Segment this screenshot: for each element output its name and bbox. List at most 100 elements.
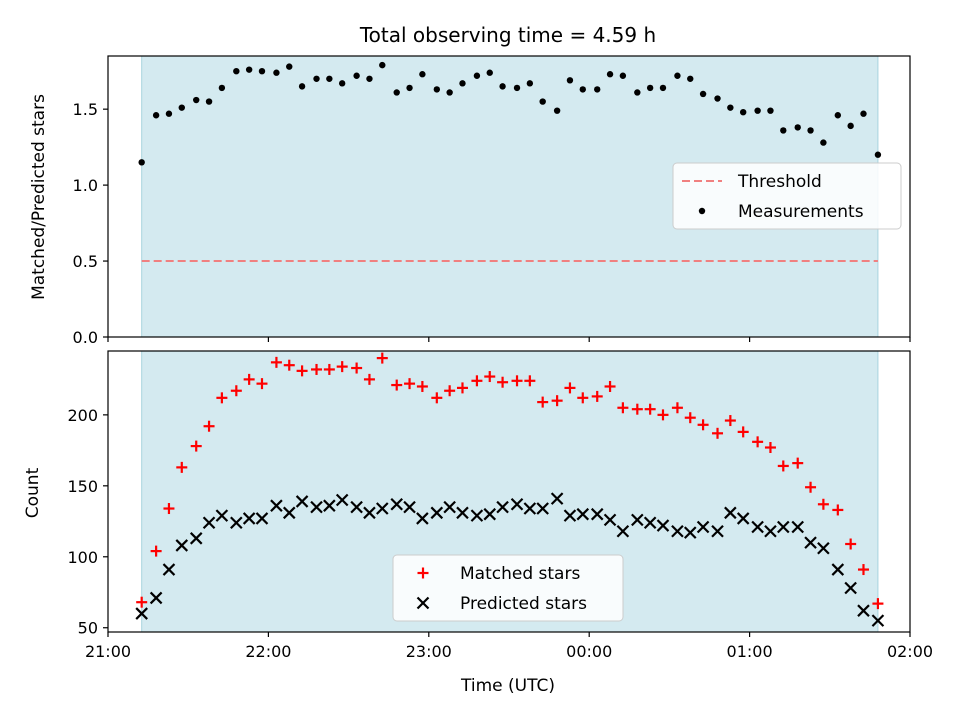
predicted-star-point [255, 512, 269, 525]
predicted-star-point [817, 541, 830, 555]
predicted-star-point-b [777, 520, 790, 534]
matched-star-point [617, 402, 629, 414]
predicted-star-point-b [831, 563, 845, 576]
predicted-star-point-b [230, 516, 243, 530]
measurement-point [539, 98, 546, 105]
predicted-star-point [736, 512, 750, 525]
matched-star-point [270, 356, 282, 368]
matched-star-point [644, 403, 656, 415]
predicted-star-point-b [817, 541, 830, 555]
measurement-point [659, 84, 667, 92]
matched-star-point [817, 498, 829, 510]
predicted-star-point [831, 563, 845, 576]
measurement-point [646, 84, 654, 92]
predicted-star-point-b [443, 500, 456, 514]
measurement-point [820, 139, 827, 146]
matched-star-point [671, 402, 683, 414]
predicted-star-point [189, 532, 203, 545]
predicted-star-point [470, 509, 484, 522]
predicted-star-point [242, 512, 256, 525]
matched-star-point [416, 380, 428, 392]
ratio-panel: 0.0 0.5 1.0 1.5 Threshold Measurements [73, 55, 911, 347]
predicted-star-point [563, 509, 577, 522]
predicted-star-point [335, 493, 349, 507]
measurement-point [406, 84, 413, 92]
predicted-legend-swatch [416, 596, 430, 610]
matched-star-point [777, 460, 789, 472]
x-axis-label: Time (UTC) [460, 676, 555, 696]
measurement-point [699, 90, 707, 98]
matched-star-point [857, 564, 869, 576]
x-tick-label: 01:00 [727, 642, 773, 661]
predicted-star-point [603, 513, 617, 527]
measurement-point [338, 80, 346, 87]
measurement-point [258, 67, 266, 75]
predicted-star-point [671, 524, 684, 538]
measurement-point [152, 112, 160, 119]
predicted-star-point [751, 520, 764, 534]
matched-star-point [311, 363, 323, 375]
predicted-star-point [483, 507, 497, 521]
top-legend: Threshold Measurements [672, 162, 902, 230]
top-y-tick-label: 0.5 [73, 252, 98, 271]
measurement-point [233, 67, 240, 75]
matched-star-point [564, 382, 576, 394]
matched-star-point [323, 363, 335, 375]
predicted-star-point-b [603, 513, 617, 527]
matched-star-point [404, 378, 416, 390]
matched-star-point [551, 395, 563, 407]
predicted-legend-label: Predicted stars [460, 594, 587, 614]
matched-star-point [805, 481, 817, 493]
matched-star-point [283, 359, 295, 371]
predicted-star-point [696, 520, 710, 534]
bottom-y-tick-label: 50 [78, 619, 98, 638]
predicted-star-point-b [162, 563, 176, 576]
predicted-star-point [323, 499, 336, 512]
measurement-point [834, 112, 842, 119]
predicted-legend-swatch-b [416, 596, 430, 610]
predicted-star-point [616, 524, 630, 538]
predicted-star-point-b [510, 497, 524, 511]
measurement-point [298, 83, 306, 90]
predicted-star-point-b [736, 512, 750, 525]
measurement-point [860, 110, 867, 117]
matched-legend-swatch [417, 567, 429, 579]
matched-star-point [150, 545, 162, 557]
predicted-star-point [416, 512, 429, 525]
predicted-star-point [282, 506, 296, 520]
measurement-point [178, 104, 185, 111]
measurement-point [459, 80, 466, 87]
measurement-point [606, 71, 614, 78]
predicted-star-point-b [751, 520, 764, 534]
measurement-point [486, 69, 493, 76]
predicted-star-point-b [590, 507, 604, 521]
matched-star-point [391, 379, 403, 391]
matched-star-point [444, 385, 456, 397]
predicted-star-point [724, 506, 737, 520]
predicted-star-point-b [844, 581, 857, 595]
measurement-point [780, 127, 787, 134]
bottom-y-tick-label: 150 [67, 477, 98, 496]
predicted-star-point [202, 516, 216, 530]
measurement-point [754, 107, 761, 114]
predicted-star-point-b [323, 499, 336, 512]
predicted-star-point-b [871, 614, 885, 627]
predicted-star-point [496, 500, 509, 514]
measurement-point [273, 69, 280, 76]
measurement-point [193, 96, 200, 104]
predicted-star-point [270, 499, 283, 512]
matched-star-point [764, 442, 776, 454]
bottom-axes-frame [107, 350, 911, 633]
matched-star-point [752, 436, 764, 448]
predicted-star-point [363, 506, 376, 520]
predicted-star-point [135, 607, 148, 620]
predicted-star-point-b [255, 512, 269, 525]
matched-star-point [591, 390, 603, 402]
predicted-star-point [857, 604, 870, 617]
top-y-axis-label: Matched/Predicted stars [29, 94, 49, 300]
matched-star-point [243, 373, 255, 385]
chart-title: Total observing time = 4.59 h [359, 23, 656, 47]
predicted-star-point-b [295, 495, 309, 508]
predicted-star-point [149, 591, 163, 605]
predicted-star-point-b [804, 536, 817, 549]
